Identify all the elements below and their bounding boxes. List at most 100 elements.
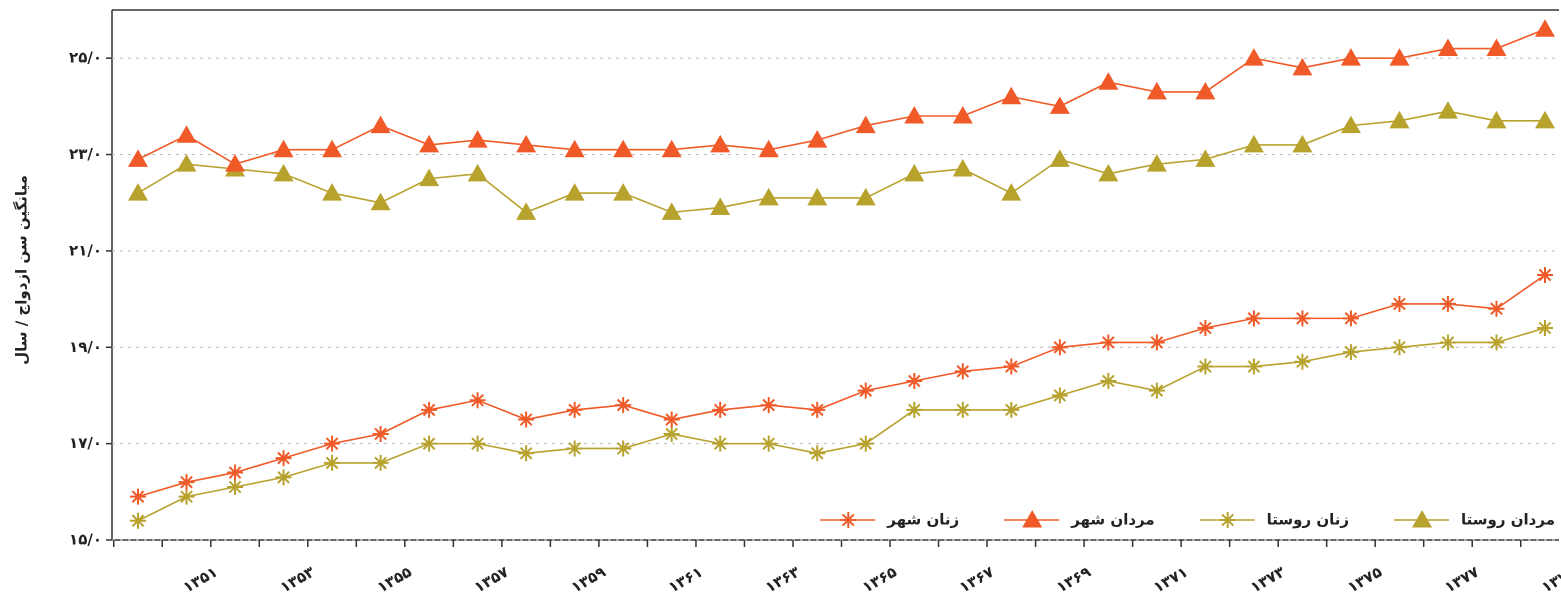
triangle-marker [273, 163, 294, 182]
triangle-marker [758, 139, 779, 158]
star-marker [130, 512, 146, 529]
star-marker [1100, 373, 1117, 389]
y-tick-label: ۲۳/۰ [69, 145, 102, 163]
x-tick-label: ۱۳۵۱ [180, 563, 221, 597]
star-marker [1488, 300, 1505, 317]
legend-label: زنان شهر [886, 511, 959, 529]
triangle-marker [1437, 38, 1458, 57]
star-marker [906, 401, 923, 418]
triangle-marker [952, 106, 973, 124]
triangle-marker [1098, 163, 1119, 182]
y-tick-label: ۲۵/۰ [69, 49, 102, 67]
star-marker [421, 435, 438, 452]
triangle-marker [1001, 183, 1022, 201]
series-line [137, 28, 1546, 166]
y-tick-label: ۱۵/۰ [69, 531, 102, 549]
star-marker [1148, 382, 1165, 399]
triangle-marker [710, 134, 731, 153]
star-marker [1003, 401, 1020, 418]
y-axis-title: میانگین سن ازدواج / سال [13, 175, 31, 365]
triangle-marker [225, 154, 246, 172]
triangle-marker [1535, 19, 1555, 37]
star-marker [906, 373, 923, 389]
legend-marker [1412, 510, 1433, 528]
triangle-marker [128, 149, 148, 167]
legend-label: مردان شهر [1070, 511, 1154, 529]
triangle-marker [710, 197, 731, 216]
star-marker [1488, 334, 1505, 351]
star-marker [372, 426, 389, 442]
triangle-marker [273, 139, 294, 158]
star-marker [712, 435, 729, 452]
y-tick-label: ۲۱/۰ [69, 241, 102, 259]
triangle-marker [1389, 48, 1410, 66]
triangle-marker [1049, 96, 1070, 114]
star-marker [954, 401, 971, 418]
triangle-marker [1292, 134, 1313, 153]
triangle-marker [1146, 81, 1167, 100]
star-marker [1294, 353, 1311, 370]
x-tick-label: ۱۳۵۷ [471, 563, 512, 597]
x-tick-label: ۱۳۶۹ [1053, 563, 1094, 597]
star-marker [1439, 334, 1456, 351]
legend-label: زنان روستا [1267, 511, 1349, 529]
series-line [137, 327, 1546, 522]
star-marker [1342, 344, 1359, 361]
triangle-marker [661, 202, 682, 220]
x-tick-label: ۱۳۵۵ [374, 563, 415, 597]
triangle-marker [1437, 101, 1458, 119]
star-marker [518, 411, 535, 428]
triangle-marker [516, 202, 537, 220]
x-tick-label: ۱۳۷۱ [1150, 563, 1191, 597]
triangle-marker [904, 106, 925, 124]
star-marker [1051, 339, 1068, 356]
triangle-marker [855, 187, 876, 206]
star-marker [324, 454, 341, 471]
star-marker [178, 474, 195, 491]
x-tick-label: ۱۳۶۳ [762, 563, 803, 597]
triangle-marker [1340, 48, 1361, 66]
legend-label: مردان روستا [1461, 511, 1555, 529]
star-marker [615, 440, 632, 457]
triangle-marker [419, 168, 440, 187]
star-marker [421, 401, 438, 418]
star-marker [1148, 334, 1165, 351]
star-marker [1391, 339, 1408, 356]
triangle-marker [1486, 110, 1507, 129]
triangle-marker [370, 115, 391, 134]
triangle-marker [1001, 86, 1022, 105]
legend-marker [1022, 510, 1043, 528]
star-marker [1537, 320, 1553, 336]
star-marker [1197, 320, 1214, 336]
triangle-marker [322, 183, 343, 201]
triangle-marker [1486, 38, 1507, 57]
triangle-marker [1195, 81, 1216, 100]
x-tick-label: ۱۳۶۵ [859, 563, 900, 597]
x-tick-label: ۱۳۷۷ [1441, 563, 1482, 597]
star-marker [615, 397, 632, 414]
x-tick-label: ۱۳۷۹ [1538, 563, 1561, 597]
star-marker [1100, 334, 1117, 351]
triangle-marker [419, 134, 440, 153]
triangle-marker [1292, 57, 1313, 76]
star-marker [1439, 295, 1456, 312]
series-line [137, 274, 1546, 498]
triangle-marker [807, 187, 828, 206]
star-marker [663, 411, 680, 428]
triangle-marker [516, 134, 537, 153]
star-marker [469, 392, 486, 409]
star-marker [1342, 310, 1359, 327]
star-marker [809, 401, 826, 418]
x-tick-label: ۱۳۷۳ [1247, 563, 1288, 597]
star-marker [1051, 387, 1068, 404]
triangle-marker [176, 125, 197, 143]
triangle-marker [1049, 149, 1070, 167]
star-marker [1245, 358, 1262, 375]
triangle-marker [1243, 134, 1264, 153]
star-marker [324, 435, 341, 452]
star-marker [518, 445, 535, 462]
x-tick-label: ۱۳۵۹ [568, 563, 609, 597]
triangle-marker [564, 139, 585, 158]
triangle-marker [176, 154, 197, 172]
triangle-marker [1146, 154, 1167, 172]
